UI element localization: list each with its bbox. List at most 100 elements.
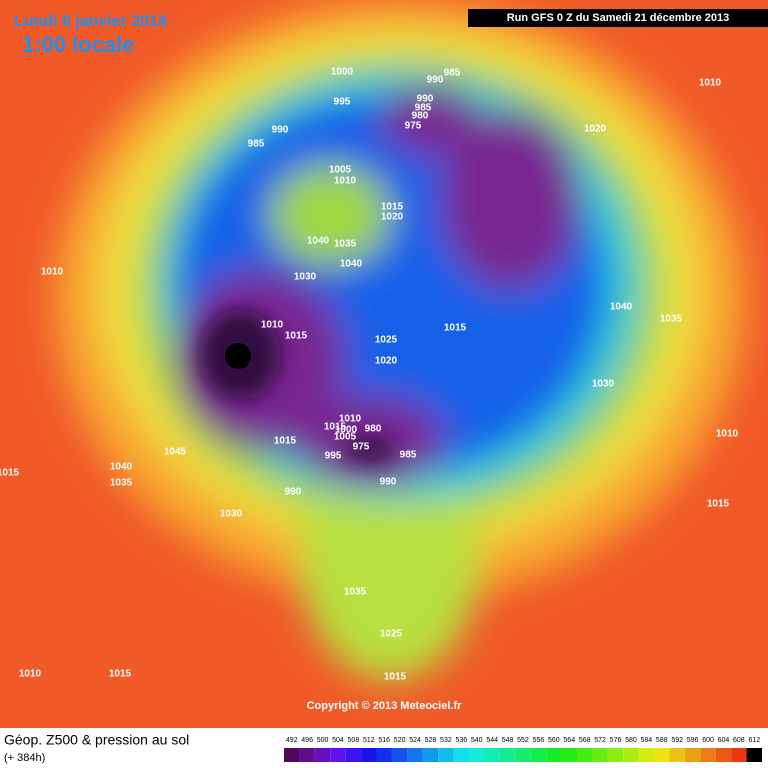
legend-swatch bbox=[438, 748, 454, 762]
isobar-label: 1030 bbox=[294, 272, 317, 283]
isobar-label: 1015 bbox=[444, 323, 467, 334]
isobar-label: 1015 bbox=[274, 436, 297, 447]
legend-swatch bbox=[484, 748, 500, 762]
legend-label: 604 bbox=[718, 737, 730, 744]
legend-label: 492 bbox=[286, 737, 298, 744]
legend-label: 496 bbox=[301, 737, 313, 744]
isobar-label: 1020 bbox=[375, 356, 398, 367]
legend-swatch bbox=[422, 748, 439, 762]
date: Lundi 6 janvier 2014 bbox=[14, 13, 167, 30]
legend-swatch bbox=[576, 748, 593, 762]
legend-swatch bbox=[530, 748, 547, 762]
legend-label: 584 bbox=[641, 737, 653, 744]
legend-label: 556 bbox=[533, 737, 545, 744]
isobar-label: 1035 bbox=[660, 314, 683, 325]
isobar-label: 1040 bbox=[110, 462, 133, 473]
isobar-label: 990 bbox=[272, 125, 289, 136]
footer-title: Géop. Z500 & pression au sol bbox=[4, 732, 189, 748]
legend-label: 524 bbox=[409, 737, 421, 744]
legend-swatch bbox=[499, 748, 516, 762]
legend-label: 504 bbox=[332, 737, 344, 744]
isobar-label: 1015 bbox=[285, 331, 308, 342]
legend-label: 560 bbox=[548, 737, 560, 744]
legend-swatch bbox=[453, 748, 470, 762]
isobar-label: 1005 bbox=[334, 432, 357, 443]
isobar-label: 1000 bbox=[331, 67, 354, 78]
legend-swatch bbox=[299, 748, 315, 762]
legend-swatch bbox=[669, 748, 685, 762]
copyright: Copyright © 2013 Meteociel.fr bbox=[307, 700, 463, 712]
legend-swatch bbox=[746, 748, 762, 762]
legend-label: 552 bbox=[517, 737, 529, 744]
isobar-label: 985 bbox=[400, 450, 417, 461]
isobar-label: 980 bbox=[412, 111, 429, 122]
legend-swatch bbox=[715, 748, 732, 762]
field bbox=[0, 0, 768, 728]
legend-swatch bbox=[330, 748, 346, 762]
isobar-label: 1045 bbox=[164, 447, 187, 458]
isobar-label: 1020 bbox=[584, 124, 607, 135]
legend-label: 576 bbox=[610, 737, 622, 744]
isobar-label: 1010 bbox=[334, 176, 357, 187]
legend-swatch bbox=[284, 748, 300, 762]
legend-swatch bbox=[638, 748, 655, 762]
isobar-label: 1010 bbox=[339, 414, 362, 425]
legend-label: 544 bbox=[486, 737, 498, 744]
legend-swatch bbox=[592, 748, 608, 762]
legend-swatch bbox=[684, 748, 701, 762]
legend-label: 508 bbox=[348, 737, 360, 744]
legend-label: 600 bbox=[702, 737, 714, 744]
isobar-label: 1040 bbox=[340, 259, 363, 270]
legend-swatch bbox=[654, 748, 670, 762]
isobar-label: 995 bbox=[325, 451, 342, 462]
isobar-label: 1025 bbox=[380, 629, 403, 640]
legend-label: 608 bbox=[733, 737, 745, 744]
legend: 492 496 500 504 508 512 516 520 524 528 532 536 540 5… bbox=[284, 737, 762, 762]
isobar-label: 1035 bbox=[344, 587, 367, 598]
legend-label: 568 bbox=[579, 737, 591, 744]
run: Run GFS 0 Z du Samedi 21 décembre 2013 bbox=[507, 12, 730, 24]
isobar-label: 1010 bbox=[19, 669, 42, 680]
isobar-label: 985 bbox=[415, 103, 432, 114]
legend-label: 580 bbox=[625, 737, 637, 744]
isobar-label: 1030 bbox=[220, 509, 243, 520]
isobar-label: 1015 bbox=[324, 422, 347, 433]
isobar-label: 1000 bbox=[335, 425, 358, 436]
legend-swatch bbox=[561, 748, 577, 762]
isobar-label: 985 bbox=[444, 68, 461, 79]
isobar-label: 985 bbox=[248, 139, 265, 150]
legend-swatch bbox=[345, 748, 362, 762]
legend-label: 596 bbox=[687, 737, 699, 744]
isobar-label: 1010 bbox=[261, 320, 284, 331]
legend-swatch bbox=[623, 748, 639, 762]
isobar-label: 995 bbox=[334, 97, 351, 108]
isobar-label: 1015 bbox=[384, 672, 407, 683]
legend-label: 548 bbox=[502, 737, 514, 744]
legend-label: 500 bbox=[317, 737, 329, 744]
legend-swatch bbox=[546, 748, 562, 762]
legend-swatch bbox=[469, 748, 485, 762]
legend-label: 540 bbox=[471, 737, 483, 744]
isobar-label: 1035 bbox=[110, 478, 133, 489]
isobar-label: 975 bbox=[405, 121, 422, 132]
legend-swatch bbox=[515, 748, 531, 762]
isobar-label: 990 bbox=[417, 94, 434, 105]
isobar-label: 1030 bbox=[592, 379, 615, 390]
legend-label: 564 bbox=[563, 737, 575, 744]
legend-label: 612 bbox=[748, 737, 760, 744]
legend-label: 532 bbox=[440, 737, 452, 744]
isobar-label: 980 bbox=[365, 424, 382, 435]
isobar-label: 1040 bbox=[610, 302, 633, 313]
isobar-label: 990 bbox=[285, 487, 302, 498]
legend-label: 528 bbox=[425, 737, 437, 744]
time: 1:00 locale bbox=[22, 32, 135, 57]
isobar-label: 1015 bbox=[707, 499, 730, 510]
legend-swatch bbox=[376, 748, 392, 762]
isobar-label: 1010 bbox=[41, 267, 64, 278]
legend-swatch bbox=[731, 748, 747, 762]
isobar-label: 1020 bbox=[381, 212, 404, 223]
isobar-label: 1040 bbox=[307, 236, 330, 247]
isobar-label: 1015 bbox=[109, 669, 132, 680]
